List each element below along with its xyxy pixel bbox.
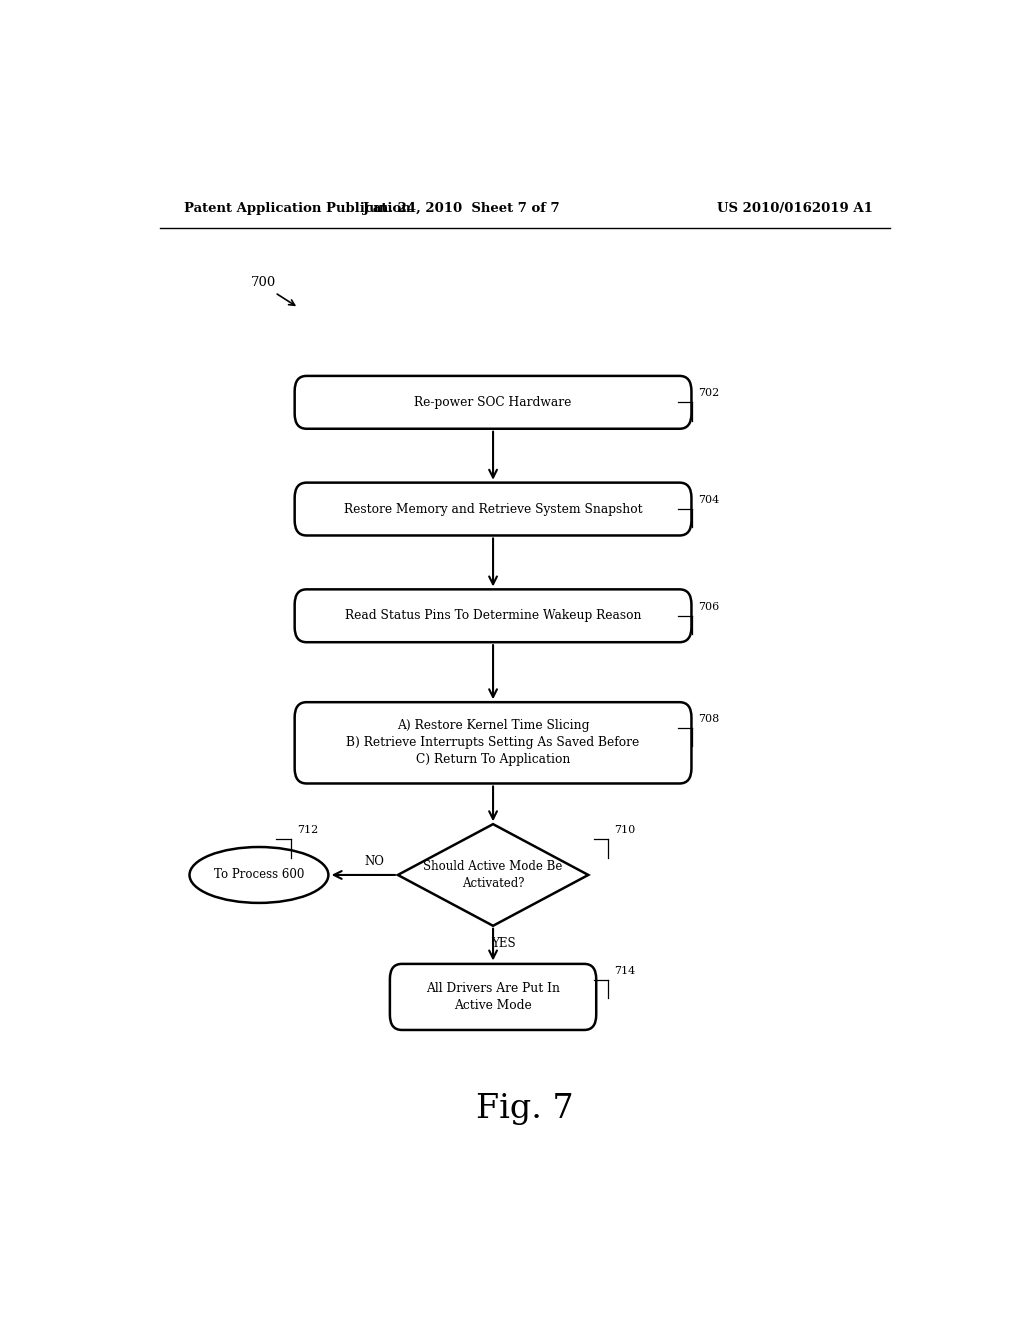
Text: 704: 704 xyxy=(698,495,720,506)
FancyBboxPatch shape xyxy=(295,376,691,429)
Text: Patent Application Publication: Patent Application Publication xyxy=(183,202,411,215)
Text: 714: 714 xyxy=(614,966,636,975)
Text: 712: 712 xyxy=(297,825,318,836)
Text: Should Active Mode Be
Activated?: Should Active Mode Be Activated? xyxy=(423,859,563,890)
Text: To Process 600: To Process 600 xyxy=(214,869,304,882)
Polygon shape xyxy=(397,824,588,925)
FancyBboxPatch shape xyxy=(295,483,691,536)
Text: 708: 708 xyxy=(698,714,720,723)
Text: All Drivers Are Put In
Active Mode: All Drivers Are Put In Active Mode xyxy=(426,982,560,1012)
Text: 700: 700 xyxy=(251,276,276,289)
Text: Fig. 7: Fig. 7 xyxy=(476,1093,573,1125)
Text: 706: 706 xyxy=(698,602,720,611)
Text: Jun. 24, 2010  Sheet 7 of 7: Jun. 24, 2010 Sheet 7 of 7 xyxy=(362,202,560,215)
Text: Re-power SOC Hardware: Re-power SOC Hardware xyxy=(415,396,571,409)
Text: YES: YES xyxy=(492,937,516,949)
FancyBboxPatch shape xyxy=(295,702,691,784)
Text: US 2010/0162019 A1: US 2010/0162019 A1 xyxy=(717,202,872,215)
Text: 702: 702 xyxy=(698,388,720,399)
Text: NO: NO xyxy=(365,855,384,869)
Text: A) Restore Kernel Time Slicing
B) Retrieve Interrupts Setting As Saved Before
C): A) Restore Kernel Time Slicing B) Retrie… xyxy=(346,719,640,767)
Text: 710: 710 xyxy=(614,825,636,836)
Ellipse shape xyxy=(189,847,329,903)
Text: Restore Memory and Retrieve System Snapshot: Restore Memory and Retrieve System Snaps… xyxy=(344,503,642,516)
FancyBboxPatch shape xyxy=(390,964,596,1030)
FancyBboxPatch shape xyxy=(295,589,691,643)
Text: Read Status Pins To Determine Wakeup Reason: Read Status Pins To Determine Wakeup Rea… xyxy=(345,610,641,622)
